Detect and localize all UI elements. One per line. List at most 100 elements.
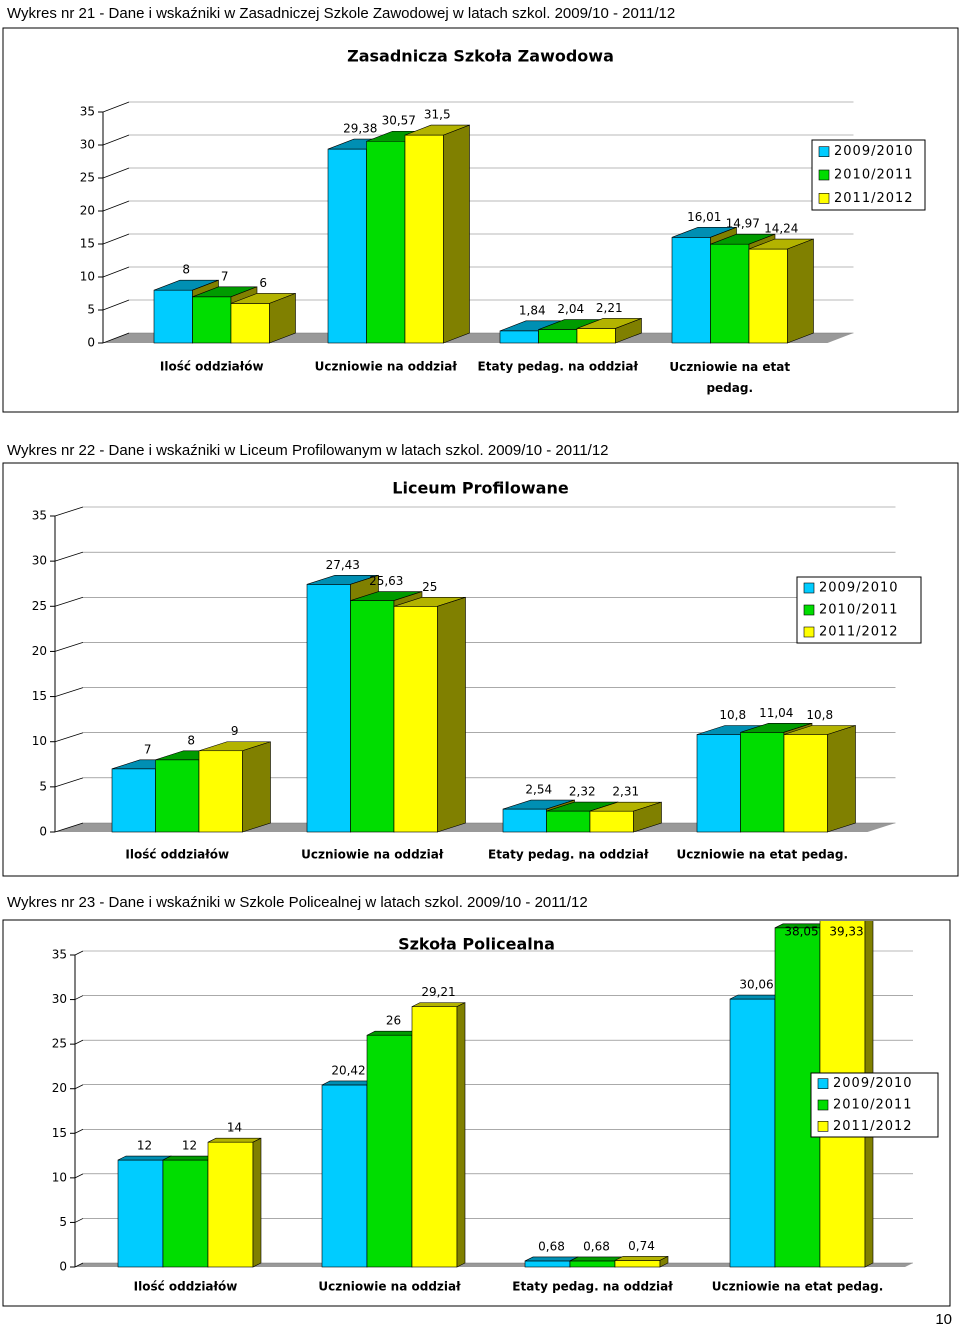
grid-line bbox=[54, 506, 84, 517]
bar bbox=[198, 750, 243, 833]
bar bbox=[589, 810, 634, 833]
bar-top bbox=[117, 1155, 172, 1161]
value-label: 8 bbox=[187, 733, 195, 747]
y-tick-label: 25 bbox=[32, 599, 47, 613]
value-label: 2,04 bbox=[557, 302, 584, 316]
legend-swatch bbox=[817, 1078, 829, 1089]
bar bbox=[499, 330, 539, 344]
grid-line bbox=[54, 822, 84, 833]
caption: Wykres nr 23 - Dane i wskaźniki w Szkole… bbox=[7, 894, 588, 911]
legend-label: 2010/2011 bbox=[819, 603, 899, 618]
legend-box bbox=[796, 576, 922, 644]
bar bbox=[783, 734, 828, 833]
bar-side bbox=[633, 801, 662, 833]
grid-line bbox=[54, 596, 84, 607]
y-tick-label: 20 bbox=[32, 644, 47, 658]
legend-label: 2011/2012 bbox=[819, 625, 899, 640]
bars bbox=[153, 124, 814, 344]
value-label: 0,68 bbox=[583, 1239, 610, 1253]
y-tick-label: 15 bbox=[52, 1126, 67, 1140]
legend-box bbox=[810, 1072, 939, 1138]
bar bbox=[546, 810, 591, 833]
grid-line bbox=[74, 1084, 84, 1090]
bars bbox=[111, 574, 856, 833]
category-line: pedag. bbox=[706, 381, 753, 395]
value-label: 0,68 bbox=[538, 1239, 565, 1253]
grid-line bbox=[74, 950, 84, 956]
y-tick-label: 0 bbox=[59, 1260, 67, 1274]
value-label: 25,63 bbox=[369, 574, 403, 588]
legend-label: 2011/2012 bbox=[833, 1119, 913, 1134]
grid-line bbox=[102, 299, 130, 311]
legend-label: 2010/2011 bbox=[833, 1098, 913, 1113]
legend-label: 2009/2010 bbox=[819, 581, 899, 596]
category-label: Ilość oddziałów bbox=[160, 360, 264, 374]
grid-line bbox=[54, 642, 84, 652]
bar bbox=[162, 1159, 209, 1268]
category-label: Uczniowie na etat pedag. bbox=[669, 360, 790, 395]
bar bbox=[404, 134, 444, 344]
bar bbox=[569, 1260, 616, 1268]
value-label: 9 bbox=[231, 724, 239, 738]
chart-title: Liceum Profilowane bbox=[392, 479, 569, 498]
y-tick-label: 5 bbox=[39, 779, 47, 793]
category-label: Uczniowie na oddział bbox=[315, 360, 458, 374]
chart-title: Zasadnicza Szkoła Zawodowa bbox=[347, 47, 614, 66]
bar bbox=[614, 1260, 661, 1268]
value-label: 2,32 bbox=[569, 785, 596, 799]
y-tick-label: 15 bbox=[80, 237, 95, 251]
legend-swatch bbox=[817, 1099, 829, 1111]
y-tick-label: 30 bbox=[52, 992, 67, 1006]
value-label: 10,8 bbox=[806, 708, 833, 722]
bar bbox=[502, 808, 547, 833]
bar bbox=[230, 303, 270, 344]
grid-line bbox=[74, 1039, 84, 1045]
grid-line bbox=[74, 995, 84, 1000]
value-label: 25 bbox=[422, 580, 437, 594]
category-label: Etaty pedag. na oddział bbox=[478, 360, 639, 374]
y-tick-label: 5 bbox=[87, 303, 95, 317]
bar-side bbox=[252, 1137, 262, 1268]
legend-swatch bbox=[817, 1121, 829, 1132]
value-label: 14,97 bbox=[726, 217, 760, 231]
grid-line bbox=[102, 266, 130, 278]
y-tick-label: 20 bbox=[52, 1081, 67, 1095]
legend-box bbox=[811, 139, 926, 211]
grid-line bbox=[102, 332, 130, 344]
chart-title: Szkoła Policealna bbox=[398, 935, 555, 954]
bar bbox=[740, 732, 785, 833]
bar bbox=[192, 296, 232, 344]
value-label: 12 bbox=[182, 1139, 197, 1153]
grid-line bbox=[102, 233, 130, 245]
floor bbox=[103, 333, 854, 343]
y-tick-label: 30 bbox=[80, 138, 95, 152]
caption: Wykres nr 21 - Dane i wskaźniki w Zasadn… bbox=[7, 5, 675, 22]
bar-top bbox=[207, 1137, 262, 1143]
category-label: Uczniowie na etat pedag. bbox=[676, 848, 848, 862]
bar bbox=[327, 148, 367, 344]
legend-swatch bbox=[818, 193, 830, 204]
grid-line bbox=[102, 134, 130, 146]
grid-line bbox=[102, 200, 130, 212]
legend-label: 2009/2010 bbox=[833, 1076, 913, 1091]
y-tick-label: 20 bbox=[80, 204, 95, 218]
category-label: Ilość oddziałów bbox=[125, 848, 229, 862]
bar bbox=[671, 237, 711, 344]
legend-swatch bbox=[803, 626, 815, 638]
value-label: 29,21 bbox=[421, 985, 455, 999]
grid-line bbox=[74, 1262, 84, 1268]
legend-label: 2011/2012 bbox=[834, 191, 914, 206]
bar bbox=[393, 605, 438, 833]
bar-side bbox=[787, 238, 814, 344]
legend-swatch bbox=[803, 582, 815, 594]
category-label: Uczniowie na oddział bbox=[318, 1280, 461, 1294]
value-label: 6 bbox=[259, 276, 267, 290]
grid-line bbox=[74, 1128, 84, 1134]
bar-top bbox=[411, 1002, 466, 1007]
value-label: 2,31 bbox=[612, 785, 639, 799]
value-label: 26 bbox=[386, 1014, 401, 1028]
value-label: 7 bbox=[144, 742, 152, 756]
bar-side bbox=[437, 596, 466, 833]
value-label: 29,38 bbox=[343, 122, 377, 136]
bar-side bbox=[827, 725, 856, 833]
